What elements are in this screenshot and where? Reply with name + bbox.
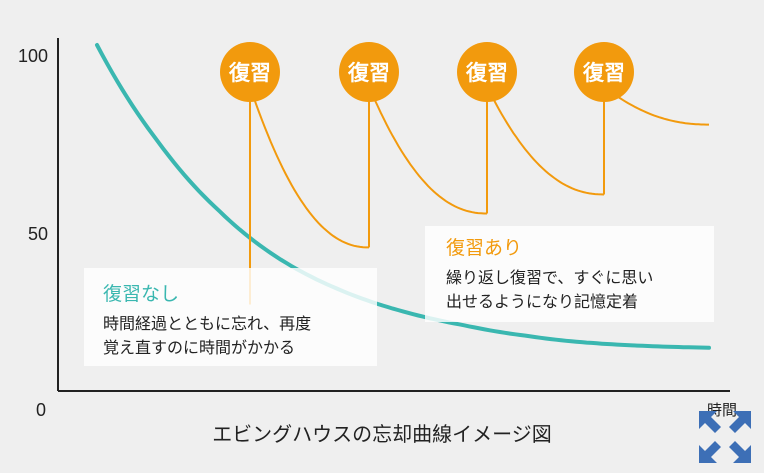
review-markers: 復習 復習 復習 復習 (220, 42, 634, 102)
series-no-review (95, 43, 711, 350)
series-line-with-review (486, 86, 605, 196)
annotation-line: 覚え直すのに時間がかかる (103, 338, 295, 357)
annotation-line: 時間経過とともに忘れ、再度 (103, 314, 311, 333)
annotation-title: 復習あり (446, 237, 522, 259)
y-tick-label: 50 (28, 224, 48, 244)
y-tick-label: 100 (18, 46, 48, 66)
review-marker (457, 42, 517, 102)
review-marker-label: 復習 (347, 61, 390, 85)
series-with-review (249, 85, 709, 305)
annotation-with-review: 復習あり 繰り返し復習で、すぐに思い 出せるようになり記憶定着 (425, 226, 714, 322)
annotation-title: 復習なし (103, 283, 179, 305)
x-axis-label: 時間 (707, 401, 737, 419)
review-marker-label: 復習 (582, 61, 625, 85)
review-marker (574, 42, 634, 102)
review-marker-label: 復習 (228, 61, 271, 85)
review-marker (220, 42, 280, 102)
annotation-line: 繰り返し復習で、すぐに思い (446, 268, 653, 287)
series-line-with-review (368, 86, 487, 215)
series-line-with-review (249, 86, 369, 249)
annotation-line: 出せるようになり記憶定着 (446, 292, 638, 311)
series-line-no-review (95, 43, 711, 350)
series-line-with-review (603, 85, 709, 126)
y-tick-label: 0 (36, 400, 46, 420)
chart-title: エビングハウスの忘却曲線イメージ図 (212, 422, 552, 446)
review-marker-label: 復習 (465, 61, 508, 85)
annotation-box-bg (425, 226, 714, 322)
annotation-no-review: 復習なし 時間経過とともに忘れ、再度 覚え直すのに時間がかかる (84, 268, 377, 366)
expand-icon[interactable] (697, 409, 753, 465)
review-marker (339, 42, 399, 102)
annotation-box-bg (84, 268, 377, 366)
